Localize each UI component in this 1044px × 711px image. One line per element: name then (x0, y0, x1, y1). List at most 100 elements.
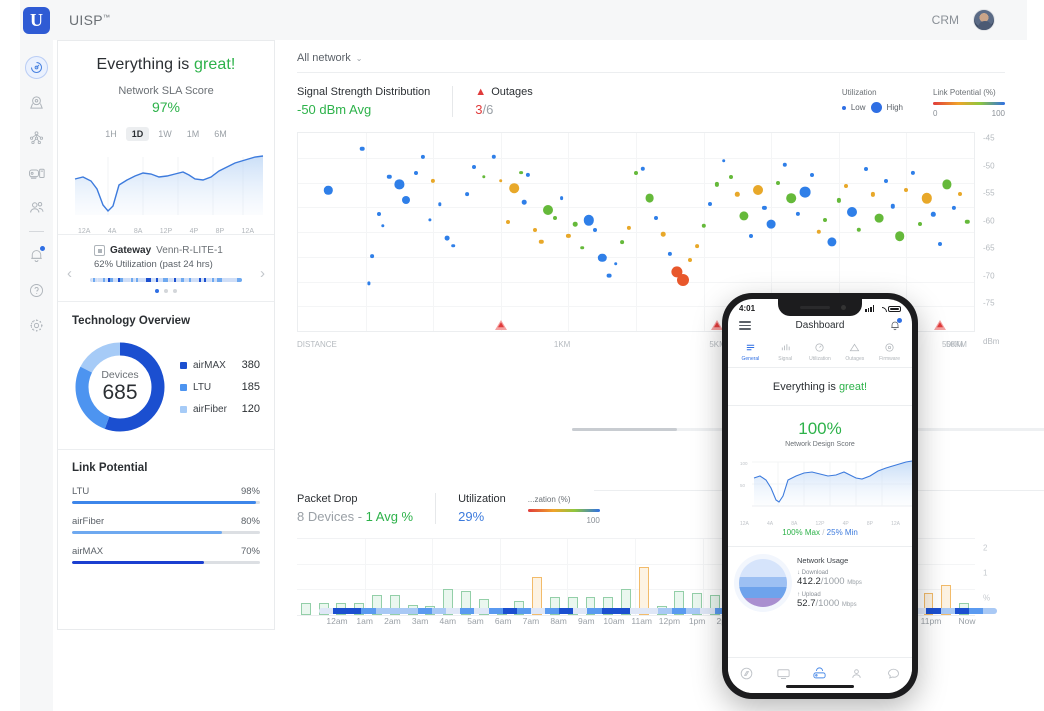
scatter-bubble[interactable] (931, 211, 936, 217)
scatter-bubble[interactable] (613, 261, 618, 266)
sidebar-item-help[interactable] (20, 273, 53, 308)
packet-drop-bar[interactable] (461, 591, 471, 615)
scatter-bubble[interactable] (921, 193, 932, 204)
scatter-bubble[interactable] (428, 218, 432, 222)
phone-tab-general[interactable]: General (733, 341, 768, 362)
range-tab-1h[interactable]: 1H (105, 129, 117, 139)
scatter-bubble[interactable] (465, 192, 469, 197)
scatter-bubble[interactable] (414, 170, 419, 175)
scatter-bubble[interactable] (620, 239, 625, 244)
scatter-bubble[interactable] (572, 221, 578, 227)
packet-drop-bar[interactable] (478, 599, 489, 615)
scatter-bubble[interactable] (471, 164, 476, 169)
scatter-bubble[interactable] (809, 172, 814, 177)
packet-drop-bar[interactable] (621, 589, 632, 615)
scatter-bubble[interactable] (667, 251, 672, 256)
gateway-prev-button[interactable]: ‹ (67, 265, 72, 282)
uisp-logo-icon[interactable]: U (23, 6, 50, 34)
scatter-bubble[interactable] (694, 243, 699, 248)
scatter-bubble[interactable] (827, 237, 837, 247)
scatter-bubble[interactable] (762, 206, 767, 211)
scatter-bubble[interactable] (451, 244, 456, 248)
packet-drop-bar[interactable] (372, 595, 383, 615)
scatter-bubble[interactable] (748, 233, 753, 238)
scatter-bubble[interactable] (766, 219, 776, 229)
packet-drop-bar[interactable] (443, 589, 454, 615)
scatter-bubble[interactable] (958, 192, 963, 197)
scroll-thumb[interactable] (572, 428, 677, 431)
phone-nav-chat[interactable] (886, 666, 901, 686)
scatter-bubble[interactable] (660, 231, 666, 237)
scatter-bubble[interactable] (583, 214, 594, 226)
scatter-bubble[interactable] (884, 178, 889, 183)
scatter-bubble[interactable] (874, 213, 884, 223)
scatter-bubble[interactable] (870, 192, 875, 197)
sidebar-item-notifications[interactable] (20, 238, 53, 273)
sidebar-item-topology[interactable] (20, 120, 53, 155)
scatter-bubble[interactable] (640, 166, 645, 171)
scatter-bubble[interactable] (580, 246, 584, 250)
gateway-dot[interactable] (164, 289, 168, 293)
scatter-bubble[interactable] (444, 235, 450, 241)
phone-tab-firmware[interactable]: Firmware (872, 341, 907, 362)
phone-tab-outages[interactable]: Outages (837, 341, 872, 362)
scatter-bubble[interactable] (701, 223, 706, 229)
scatter-bubble[interactable] (823, 218, 828, 223)
outage-marker-icon[interactable] (711, 320, 724, 330)
sidebar-item-settings[interactable] (20, 308, 53, 343)
sidebar-item-dashboard[interactable] (20, 50, 53, 85)
scatter-bubble[interactable] (431, 178, 436, 183)
gateway-pagination-dots[interactable] (68, 289, 264, 293)
scatter-bubble[interactable] (420, 154, 426, 159)
packet-drop-bar[interactable] (710, 595, 721, 615)
packet-drop-bar[interactable] (549, 597, 560, 615)
scatter-bubble[interactable] (597, 253, 607, 262)
scatter-bubble[interactable] (836, 198, 841, 203)
scatter-bubble[interactable] (786, 193, 797, 204)
range-tab-1w[interactable]: 1W (158, 129, 172, 139)
scatter-bubble[interactable] (863, 166, 868, 171)
scatter-bubble[interactable] (402, 196, 411, 205)
scatter-bubble[interactable] (367, 281, 371, 286)
scatter-bubble[interactable] (394, 179, 404, 190)
scatter-bubble[interactable] (722, 158, 726, 163)
scatter-bubble[interactable] (499, 178, 503, 183)
phone-tab-utilization[interactable]: Utilization (803, 341, 838, 362)
sidebar-item-devices[interactable] (20, 155, 53, 190)
phone-tab-signal[interactable]: Signal (768, 341, 803, 362)
scatter-bubble[interactable] (377, 212, 382, 217)
packet-drop-bar[interactable] (638, 567, 649, 615)
packet-drop-bar[interactable] (674, 591, 685, 615)
scatter-bubble[interactable] (566, 233, 571, 239)
scatter-bubble[interactable] (816, 229, 821, 235)
packet-drop-bar[interactable] (585, 597, 596, 615)
scatter-bubble[interactable] (519, 170, 523, 175)
scatter-bubble[interactable] (359, 146, 365, 152)
scatter-bubble[interactable] (965, 219, 970, 225)
scatter-bubble[interactable] (380, 224, 385, 228)
scatter-bubble[interactable] (715, 182, 720, 187)
network-selector[interactable]: All network ⌄ (275, 40, 385, 72)
scatter-bubble[interactable] (796, 212, 801, 217)
scatter-bubble[interactable] (739, 211, 749, 221)
packet-drop-bar[interactable] (300, 603, 311, 615)
scatter-bubble[interactable] (627, 225, 632, 231)
scatter-bubble[interactable] (856, 227, 862, 233)
scatter-bubble[interactable] (890, 204, 896, 209)
scatter-bubble[interactable] (728, 174, 733, 179)
scatter-bubble[interactable] (509, 183, 520, 194)
scatter-bubble[interactable] (670, 266, 683, 278)
scatter-bubble[interactable] (677, 273, 690, 286)
scatter-bubble[interactable] (708, 202, 713, 207)
scatter-bubble[interactable] (438, 202, 442, 206)
scatter-bubble[interactable] (775, 180, 780, 185)
scatter-bubble[interactable] (522, 200, 527, 205)
gateway-dot[interactable] (155, 289, 159, 293)
packet-drop-bar[interactable] (532, 577, 543, 615)
scatter-bubble[interactable] (938, 241, 943, 246)
scatter-bubble[interactable] (847, 207, 858, 218)
scatter-bubble[interactable] (324, 186, 333, 195)
scatter-bubble[interactable] (782, 162, 787, 167)
gateway-dot[interactable] (173, 289, 177, 293)
scatter-bubble[interactable] (593, 228, 598, 233)
